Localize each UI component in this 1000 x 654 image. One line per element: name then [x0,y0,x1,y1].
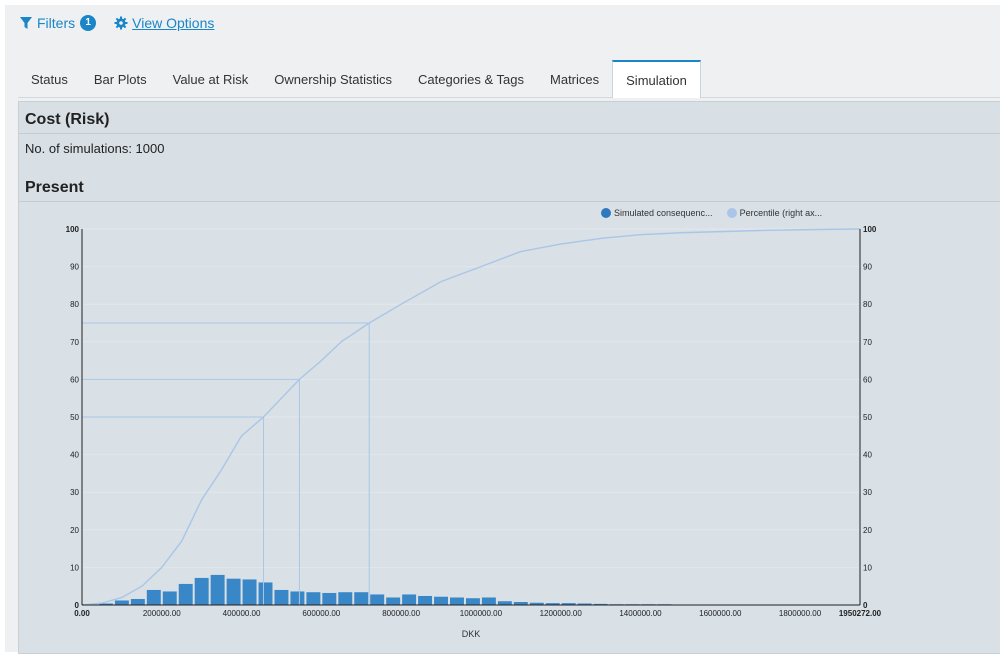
histogram-bar [450,597,464,605]
tab-status[interactable]: Status [18,72,81,97]
tab-matrices[interactable]: Matrices [537,72,612,97]
y2-tick-label: 20 [863,526,872,535]
histogram-bar [259,582,273,605]
histogram-bar [274,590,288,605]
y-tick-label: 30 [70,488,79,497]
histogram-bar [498,601,512,605]
view-options-label: View Options [132,15,214,31]
x-tick-label: 1800000.00 [779,609,822,618]
tab-bar: Status Bar Plots Value at Risk Ownership… [18,61,1000,98]
panel-title: Cost (Risk) [25,111,109,129]
histogram-bar [147,590,161,605]
histogram-bar [322,593,336,605]
y2-tick-label: 80 [863,300,872,309]
funnel-icon [19,16,33,30]
histogram-bar [434,597,448,605]
histogram-bar [131,599,145,605]
x-axis-label: DKK [462,629,481,639]
histogram-bar [418,596,432,605]
y-tick-label: 40 [70,451,79,460]
tab-value-at-risk[interactable]: Value at Risk [160,72,262,97]
x-tick-label: 1000000.00 [460,609,503,618]
y-tick-label: 10 [70,563,79,572]
x-tick-label: 1200000.00 [540,609,583,618]
histogram-bar [243,579,257,605]
y2-tick-label: 60 [863,375,872,384]
chart-area: Simulated consequenc... Percentile (righ… [19,202,1000,653]
app-window: Filters 1 View Options Status Bar Plots … [5,5,1000,652]
histogram-bar [338,592,352,605]
tab-ownership-statistics[interactable]: Ownership Statistics [261,72,405,97]
x-tick-label: 600000.00 [302,609,340,618]
gear-icon [114,16,128,30]
y-tick-label: 50 [70,413,79,422]
x-tick-label: 1600000.00 [699,609,742,618]
histogram-bar [227,579,241,605]
histogram-bar [211,575,225,605]
view-options-link[interactable]: View Options [114,15,214,31]
tab-simulation[interactable]: Simulation [612,60,701,98]
y2-tick-label: 10 [863,563,872,572]
x-tick-label: 800000.00 [382,609,420,618]
y2-tick-label: 30 [863,488,872,497]
y2-tick-label: 50 [863,413,872,422]
y2-tick-label: 100 [863,225,877,234]
histogram-bar [179,584,193,605]
divider [19,133,1000,134]
y-tick-label: 100 [66,225,80,234]
x-tick-label: 0.00 [74,609,90,618]
tab-bar-plots[interactable]: Bar Plots [81,72,160,97]
x-tick-label: 1950272.00 [839,609,882,618]
y-tick-label: 80 [70,300,79,309]
histogram-bar [354,592,368,605]
histogram-bar [195,578,209,605]
simulation-panel: Cost (Risk) No. of simulations: 1000 Pre… [18,101,1000,654]
x-tick-label: 1400000.00 [619,609,662,618]
filters-button[interactable]: Filters 1 [19,15,96,31]
toolbar: Filters 1 View Options [19,13,214,33]
tab-categories-tags[interactable]: Categories & Tags [405,72,537,97]
y2-tick-label: 90 [863,263,872,272]
filters-label: Filters [37,15,75,31]
histogram-bar [115,600,129,605]
histogram-bar [482,597,496,605]
histogram-bar [370,594,384,605]
histogram-bar [386,597,400,605]
histogram-bar [466,598,480,605]
x-tick-label: 400000.00 [223,609,261,618]
y2-tick-label: 70 [863,338,872,347]
y-tick-label: 20 [70,526,79,535]
x-tick-label: 200000.00 [143,609,181,618]
histogram-bar [163,591,177,605]
histogram-bar [402,594,416,605]
histogram-bar [306,592,320,605]
simulations-count: No. of simulations: 1000 [25,141,164,156]
y2-tick-label: 40 [863,451,872,460]
y-tick-label: 70 [70,338,79,347]
y-tick-label: 90 [70,263,79,272]
y-tick-label: 60 [70,375,79,384]
section-title: Present [25,179,84,197]
filters-count-badge: 1 [80,15,96,31]
histogram-bar [290,591,304,605]
